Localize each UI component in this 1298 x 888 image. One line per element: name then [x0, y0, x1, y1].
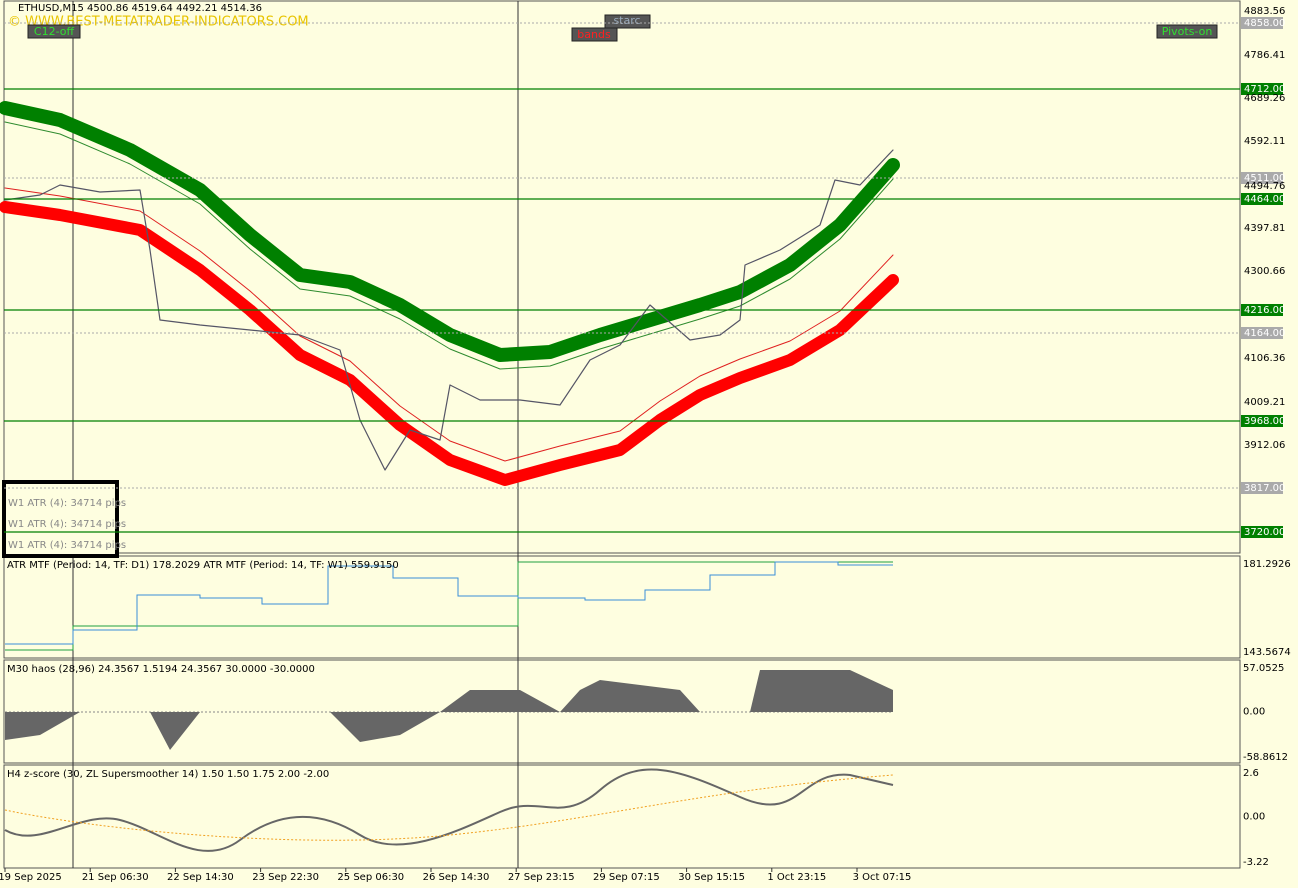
- haos-area: [5, 670, 893, 750]
- price-badge: [1241, 415, 1283, 427]
- panel-scale: -3.22: [1243, 857, 1269, 868]
- date-label: 30 Sep 15:15: [678, 872, 745, 883]
- price-label: 3912.06: [1244, 440, 1285, 451]
- price-badge: [1241, 526, 1283, 538]
- price-label: 4494.76: [1244, 181, 1285, 192]
- atr-d1: [5, 561, 893, 645]
- date-label: 22 Sep 14:30: [167, 872, 234, 883]
- watermark: © WWW.BEST-METATRADER-INDICATORS.COM: [8, 15, 309, 30]
- date-label: 3 Oct 07:15: [853, 872, 912, 883]
- atr-line: W1 ATR (4): 34714 pips: [8, 519, 126, 530]
- green-thin: [4, 121, 894, 370]
- price-badge: [1241, 17, 1283, 29]
- zscore-signal: [4, 774, 894, 841]
- price-badge: [1241, 193, 1283, 205]
- date-label: 1 Oct 23:15: [767, 872, 826, 883]
- zscore-line: [4, 768, 894, 852]
- green-band: [0, 101, 900, 362]
- price-label: 4009.21: [1244, 397, 1285, 408]
- price-label: 4786.41: [1244, 50, 1285, 61]
- price-badge: [1241, 83, 1283, 95]
- price-label: 3817.00: [1244, 483, 1285, 494]
- price-label: 4216.00: [1244, 305, 1285, 316]
- bands-label[interactable]: bands: [577, 28, 611, 41]
- panel-scale: 57.0525: [1243, 663, 1284, 674]
- red-thin: [4, 187, 894, 462]
- atr-w1: [5, 561, 893, 651]
- atr-box-lines: W1 ATR (4): 34714 pips W1 ATR (4): 34714 …: [8, 498, 126, 551]
- date-label: 27 Sep 23:15: [508, 872, 575, 883]
- time-axis: 19 Sep 2025 21 Sep 06:30 22 Sep 14:30 23 Se…: [0, 868, 911, 883]
- red-band: [0, 201, 899, 486]
- bands: [0, 101, 900, 486]
- pivots-button[interactable]: [1156, 24, 1218, 39]
- price-label: 4858.00: [1244, 18, 1285, 29]
- date-label: 26 Sep 14:30: [423, 872, 490, 883]
- starc-label[interactable]: starc: [613, 14, 640, 27]
- panel-scale: 2.6: [1243, 768, 1259, 779]
- price-label: 4689.26: [1244, 93, 1285, 104]
- zscore-frame: [3, 764, 1241, 869]
- price-label: 4164.00: [1244, 328, 1285, 339]
- date-label: 23 Sep 22:30: [252, 872, 319, 883]
- indicator-panels: ATR MTF (Period: 14, TF: D1) 178.2029 AT…: [7, 559, 1291, 868]
- c12-label[interactable]: C12-off: [34, 25, 75, 38]
- price-label: 4106.36: [1244, 353, 1285, 364]
- panel-scale: 143.5674: [1243, 647, 1291, 658]
- price-badge: [1241, 482, 1283, 494]
- c12-button[interactable]: [27, 24, 81, 39]
- date-label: 25 Sep 06:30: [337, 872, 404, 883]
- date-label: 29 Sep 07:15: [593, 872, 660, 883]
- pivots-label[interactable]: Pivots-on: [1162, 25, 1213, 38]
- starc-button[interactable]: [604, 14, 651, 29]
- main-frame: [3, 0, 1241, 554]
- date-label: 19 Sep 2025: [0, 872, 62, 883]
- price-label: 4883.56: [1244, 6, 1285, 17]
- price-badge: [1241, 304, 1283, 316]
- price-label: 4511.00: [1244, 173, 1285, 184]
- price-badge: [1241, 327, 1283, 339]
- price: [4, 149, 894, 471]
- date-label: 21 Sep 06:30: [82, 872, 149, 883]
- atr-line: W1 ATR (4): 34714 pips: [8, 540, 126, 551]
- price-label: 4712.00: [1244, 84, 1285, 95]
- panel-label: ATR MTF (Period: 14, TF: D1) 178.2029 AT…: [7, 560, 399, 571]
- atr-line: W1 ATR (4): 34714 pips: [8, 498, 126, 509]
- symbol-line: ETHUSD,M15 4500.86 4519.64 4492.21 4514.…: [18, 3, 262, 14]
- price-badge: [1241, 172, 1283, 184]
- atr-frame: [3, 555, 1241, 659]
- panel-scale: -58.8612: [1243, 752, 1288, 763]
- panel-scale: 0.00: [1243, 707, 1265, 718]
- price-label: 4397.81: [1244, 223, 1285, 234]
- price-label: 4464.00: [1244, 194, 1285, 205]
- panel-scale: 181.2926: [1243, 559, 1291, 570]
- price-label: 4592.11: [1244, 136, 1285, 147]
- atr-box: [2, 480, 119, 558]
- panel-label: H4 z-score (30, ZL Supersmoother 14) 1.5…: [7, 769, 329, 780]
- panel-label: M30 haos (28,96) 24.3567 1.5194 24.3567 …: [7, 664, 315, 675]
- haos-frame: [3, 659, 1241, 764]
- price-label: 3968.00: [1244, 416, 1285, 427]
- price-label: 3720.00: [1244, 527, 1285, 538]
- price-label: 4300.66: [1244, 266, 1285, 277]
- panel-scale: 0.00: [1243, 812, 1265, 823]
- bands-button[interactable]: [571, 27, 618, 42]
